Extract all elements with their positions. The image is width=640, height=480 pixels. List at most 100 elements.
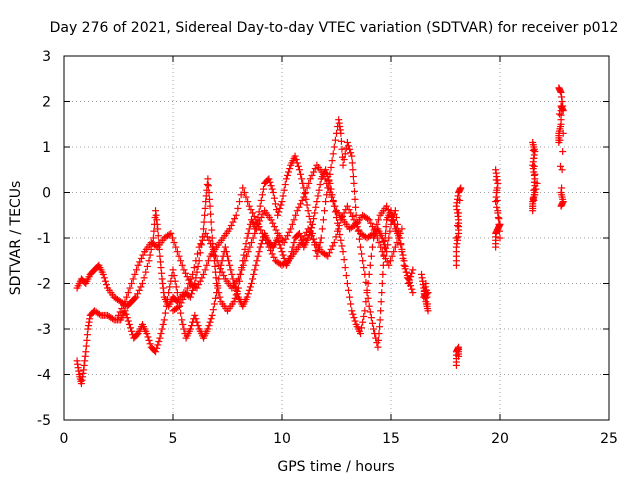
data-point	[206, 318, 214, 326]
data-point	[245, 202, 253, 210]
data-point	[393, 239, 401, 247]
data-point	[386, 257, 394, 265]
data-point	[391, 243, 399, 251]
data-point	[232, 286, 240, 294]
data-point	[309, 235, 317, 243]
data-point	[207, 240, 215, 248]
data-point	[182, 289, 190, 297]
data-point	[338, 145, 346, 153]
data-point	[337, 236, 345, 244]
data-point	[116, 308, 124, 316]
data-point	[532, 185, 540, 193]
data-point	[313, 252, 321, 260]
data-point	[305, 212, 313, 220]
data-point	[256, 202, 264, 210]
data-point	[244, 290, 252, 298]
data-point	[386, 209, 394, 217]
data-point	[251, 266, 259, 274]
data-point	[365, 270, 373, 278]
data-point	[207, 210, 215, 218]
data-point	[256, 217, 264, 225]
data-point	[200, 218, 208, 226]
y-tick-label: 1	[42, 140, 51, 156]
data-point	[194, 250, 202, 258]
data-point	[179, 295, 187, 303]
data-point	[355, 226, 363, 234]
data-point	[355, 235, 363, 243]
data-point	[143, 330, 151, 338]
data-point	[286, 165, 294, 173]
data-point	[495, 220, 503, 228]
y-tick-label: -5	[37, 413, 51, 429]
data-point	[313, 198, 321, 206]
data-point	[321, 207, 329, 215]
data-point	[370, 226, 378, 234]
data-point	[329, 198, 337, 206]
data-point	[241, 257, 249, 265]
data-point	[178, 316, 186, 324]
data-point	[306, 175, 314, 183]
data-point	[452, 234, 460, 242]
data-point	[202, 229, 210, 237]
data-point	[389, 216, 397, 224]
data-point	[226, 261, 234, 269]
data-point	[177, 257, 185, 265]
data-point	[192, 315, 200, 323]
data-point	[348, 159, 356, 167]
data-point	[350, 314, 358, 322]
data-point	[408, 285, 416, 293]
data-point	[382, 223, 390, 231]
data-point	[186, 325, 194, 333]
data-point	[162, 302, 170, 310]
data-point	[299, 235, 307, 243]
data-point	[279, 251, 287, 259]
data-point	[385, 234, 393, 242]
y-tick-labels: -5 -4 -3 -2 -1 0 1 2 3	[37, 49, 51, 429]
data-point	[137, 254, 145, 262]
data-point	[179, 320, 187, 328]
data-point	[529, 146, 537, 154]
data-point	[137, 283, 145, 291]
data-point	[95, 310, 103, 318]
data-point	[335, 221, 343, 229]
data-point	[188, 290, 196, 298]
data-point	[349, 166, 357, 174]
data-point	[370, 325, 378, 333]
data-point	[206, 195, 214, 203]
data-point	[173, 289, 181, 297]
data-point	[529, 138, 537, 146]
data-point	[329, 242, 337, 250]
data-point	[215, 261, 223, 269]
data-point	[158, 325, 166, 333]
data-point	[155, 338, 163, 346]
data-point	[123, 314, 131, 322]
data-point	[348, 307, 356, 315]
data-point	[402, 268, 410, 276]
data-point	[395, 234, 403, 242]
data-point	[391, 220, 399, 228]
y-tick-label: 2	[42, 95, 51, 111]
data-point	[533, 179, 541, 187]
data-point	[269, 189, 277, 196]
data-point	[216, 293, 224, 301]
data-point	[332, 233, 340, 241]
data-point	[187, 275, 195, 283]
data-point	[213, 257, 221, 265]
data-point	[342, 272, 350, 280]
data-point	[243, 234, 251, 242]
data-point	[154, 225, 162, 233]
data-point	[347, 209, 355, 217]
x-tick-label: 0	[60, 431, 69, 447]
data-point	[238, 266, 246, 274]
data-point	[169, 266, 177, 274]
data-point	[196, 277, 204, 285]
data-point	[177, 299, 185, 307]
data-point	[200, 270, 208, 278]
data-point	[145, 336, 153, 344]
data-point	[388, 252, 396, 260]
data-point	[408, 269, 416, 277]
data-point	[268, 250, 276, 258]
data-point	[310, 215, 318, 223]
data-point	[455, 352, 463, 360]
data-point	[322, 198, 330, 206]
